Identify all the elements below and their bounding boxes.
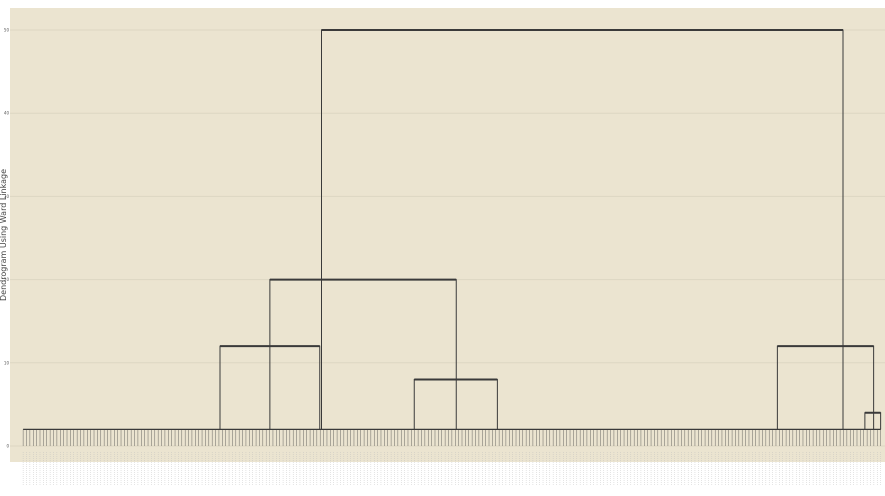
y-tick-label-40: 40 xyxy=(4,111,10,116)
leaf-branches xyxy=(22,428,881,446)
y-tick-label-20: 20 xyxy=(4,277,10,282)
y-axis-label: Dendrogram Using Ward Linkage xyxy=(0,169,8,301)
y-tick-label-10: 10 xyxy=(4,360,10,365)
y-tick-label-30: 30 xyxy=(4,194,10,199)
merge-links xyxy=(219,29,882,430)
leaf-labels xyxy=(22,452,881,486)
y-tick-label-50: 50 xyxy=(4,28,10,33)
y-tick-label-0: 0 xyxy=(6,444,9,449)
plot-background xyxy=(10,8,885,462)
y-axis-ticks: 0 10 20 30 40 50 xyxy=(4,28,10,449)
